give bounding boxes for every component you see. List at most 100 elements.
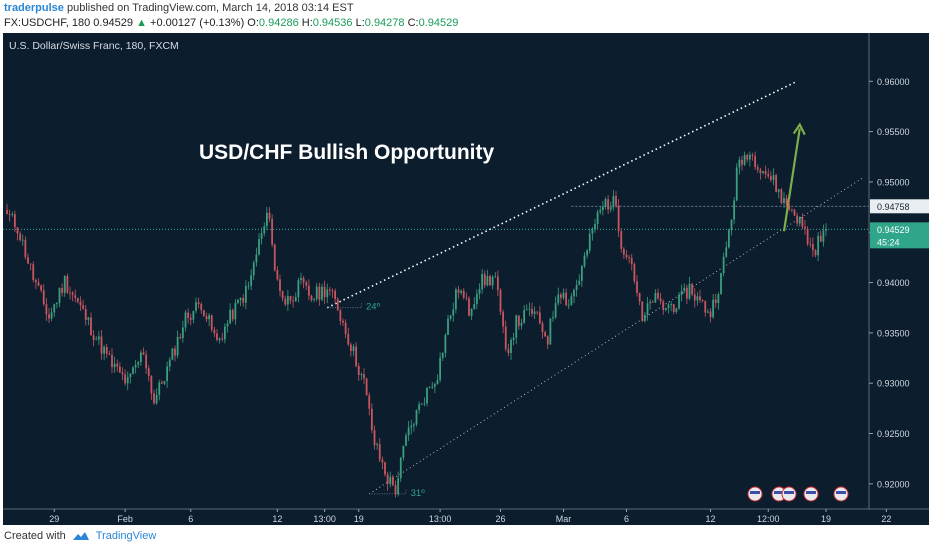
candle-body [636,281,638,293]
last-price-label: 0.94529 [877,225,910,235]
candle-body [284,298,287,305]
candle-body [693,294,696,301]
time-tick-label: Mar [556,514,572,524]
candle-body [147,368,150,377]
angle-marker-lower [369,488,407,495]
candle-body [195,302,197,311]
candle-body [423,403,426,405]
candle-body [798,216,801,224]
candle-body [124,374,127,384]
candle-body [79,301,82,306]
candle-body [541,323,544,333]
candle-body [670,304,673,305]
candle-body [625,254,628,258]
candle-body [66,276,69,293]
time-tick-label: 22 [881,514,891,524]
candle-body [239,298,242,301]
candle-body [441,352,444,358]
candle-body [457,289,460,293]
candle-body [772,175,775,180]
candle-body [426,387,428,404]
candle-body [48,314,50,319]
candle-body [741,159,743,165]
candle-body [594,223,596,230]
candle-body [549,318,552,345]
publish-header: traderpulse published on TradingView.com… [4,2,354,14]
candle-body [565,292,568,305]
candle-body [24,239,27,258]
high-value: 0.94536 [312,17,353,29]
symbol-label: FX:USDCHF, 180 [4,17,91,29]
candle-body [793,209,796,216]
candle-body [415,409,418,425]
candle-body [678,294,680,309]
candle-body [659,298,662,302]
price-tick-label: 0.95500 [877,127,910,137]
candle-body [664,308,667,311]
candle-body [111,354,113,368]
candle-body [615,195,617,206]
event-flag-stripe-icon [806,491,816,494]
candle-body [271,218,274,245]
candle-body [174,348,176,356]
candle-body [654,292,657,303]
candle-body [525,309,528,311]
candle-body [305,282,308,286]
event-flag-stripe-icon [784,491,794,494]
candle-body [87,317,90,320]
candle-body [510,339,512,354]
time-axis[interactable]: 29 Feb 6 12 13:00 19 13:00 26 Mar 6 12 12:00 19 22 [49,509,891,524]
candle-body [489,276,491,286]
candle-body [373,430,376,446]
author-name[interactable]: traderpulse [4,2,64,14]
candle-body [538,312,541,324]
candle-body [32,264,35,281]
candle-body [223,326,226,340]
candle-body [381,459,384,463]
candle-body [384,462,386,475]
candle-body [418,404,421,410]
candle-body [336,299,339,311]
candle-body [701,300,704,302]
candle-body [8,214,11,215]
candle-body [685,287,688,299]
candle-body [738,159,741,168]
candle-body [557,294,560,304]
candle-body [646,303,649,315]
candle-body [292,300,295,302]
candle-body [657,292,659,299]
candle-body [588,233,591,251]
price-tick-label: 0.95000 [877,177,910,187]
candle-body [504,326,507,350]
price-tick-label: 0.93500 [877,328,910,338]
tradingview-brand[interactable]: TradingView [95,530,157,542]
candle-body [368,395,371,409]
candle-body [13,214,16,228]
candle-body [822,230,825,242]
candle-body [6,210,8,215]
price-axis[interactable]: 0.960000.955000.950000.945000.940000.935… [869,77,929,490]
event-icons[interactable] [747,486,849,502]
candle-body [746,154,749,160]
candle-body [221,338,224,340]
candle-body [496,276,499,290]
candle-body [258,238,260,255]
candle-body [268,212,271,219]
candle-body [263,226,266,234]
instrument-label: U.S. Dollar/Swiss Franc, 180, FXCM [9,40,179,52]
candle-body [764,171,767,175]
candle-body [536,311,539,313]
candle-body [817,235,820,256]
candle-body [252,262,255,276]
candle-body [407,427,410,436]
candle-body [465,297,468,299]
candle-body [153,393,155,404]
candle-body [528,308,531,310]
candle-body [531,308,533,314]
candle-body [129,373,132,377]
candle-body [533,311,536,314]
candle-body [189,317,192,320]
candle-body [691,283,694,295]
